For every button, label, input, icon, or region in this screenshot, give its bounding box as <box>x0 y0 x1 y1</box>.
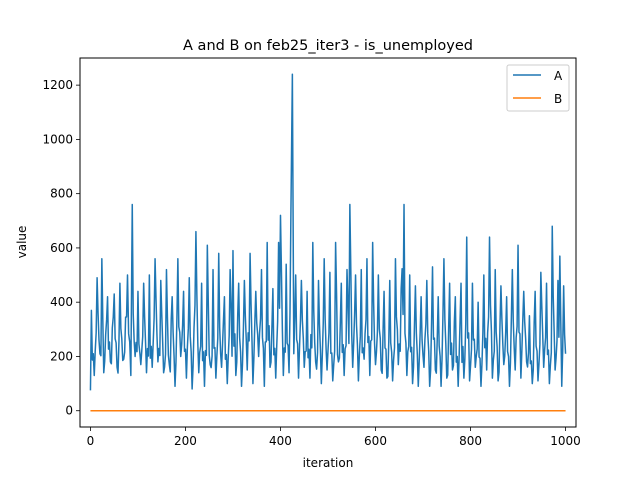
x-tick-label: 600 <box>364 434 387 448</box>
chart-title: A and B on feb25_iter3 - is_unemployed <box>183 38 473 54</box>
y-tick-label: 1200 <box>42 78 73 92</box>
x-tick-label: 1000 <box>550 434 581 448</box>
axes-frame <box>79 57 577 428</box>
y-axis-ticks: 0 200 400 600 800 1000 1200 <box>42 78 80 418</box>
legend-box <box>506 64 570 112</box>
legend: A B <box>506 64 570 112</box>
y-tick-label: 0 <box>65 404 73 418</box>
y-tick-label: 400 <box>50 295 73 309</box>
y-tick-label: 800 <box>50 187 73 201</box>
x-tick-label: 800 <box>459 434 482 448</box>
legend-label-a: A <box>554 69 563 83</box>
legend-label-b: B <box>554 92 562 106</box>
y-tick-label: 200 <box>50 349 73 363</box>
plot-area <box>89 73 567 412</box>
x-tick-label: 0 <box>87 434 95 448</box>
x-axis-ticks: 0 200 400 600 800 1000 <box>87 427 581 448</box>
y-axis-label: value <box>15 226 29 259</box>
series-a-line <box>89 73 567 391</box>
x-axis-label: iteration <box>303 456 354 470</box>
y-tick-label: 1000 <box>42 132 73 146</box>
x-tick-label: 200 <box>174 434 197 448</box>
y-tick-label: 600 <box>50 241 73 255</box>
x-tick-label: 400 <box>269 434 292 448</box>
